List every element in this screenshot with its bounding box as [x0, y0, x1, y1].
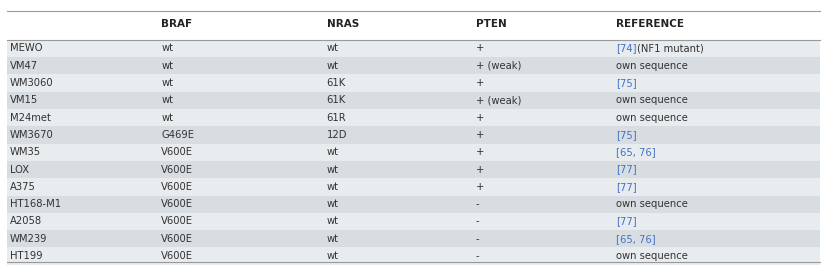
Bar [7, 144, 820, 161]
Text: +: + [476, 165, 484, 174]
Text: +: + [476, 43, 484, 53]
Bar [7, 126, 820, 144]
Bar [7, 161, 820, 178]
Text: BRAF: BRAF [161, 19, 193, 29]
Bar [7, 195, 820, 213]
Text: V600E: V600E [161, 199, 194, 209]
Text: +: + [476, 147, 484, 157]
Text: + (weak): + (weak) [476, 61, 521, 71]
Bar [7, 178, 820, 195]
Text: WM239: WM239 [10, 234, 47, 244]
Text: own sequence: own sequence [616, 112, 688, 123]
Text: -: - [476, 216, 479, 227]
Text: wt: wt [161, 78, 174, 88]
Bar [7, 74, 820, 91]
Text: [75]: [75] [616, 130, 637, 140]
Text: [75]: [75] [616, 78, 637, 88]
Text: wt: wt [327, 234, 339, 244]
Text: 61R: 61R [327, 112, 347, 123]
Text: [77]: [77] [616, 216, 637, 227]
Text: wt: wt [161, 61, 174, 71]
Text: wt: wt [327, 43, 339, 53]
Text: [65, 76]: [65, 76] [616, 234, 656, 244]
Text: V600E: V600E [161, 182, 194, 192]
Text: + (weak): + (weak) [476, 95, 521, 105]
Bar [7, 230, 820, 248]
Text: 12D: 12D [327, 130, 347, 140]
Text: -: - [476, 251, 479, 261]
Text: A2058: A2058 [10, 216, 42, 227]
Text: [77]: [77] [616, 165, 637, 174]
Text: (NF1 mutant): (NF1 mutant) [637, 43, 704, 53]
Text: WM3060: WM3060 [10, 78, 54, 88]
Text: WM35: WM35 [10, 147, 41, 157]
Text: wt: wt [327, 165, 339, 174]
Text: A375: A375 [10, 182, 36, 192]
Text: V600E: V600E [161, 165, 194, 174]
Text: V600E: V600E [161, 216, 194, 227]
Text: G469E: G469E [161, 130, 194, 140]
Text: VM15: VM15 [10, 95, 38, 105]
Text: LOX: LOX [10, 165, 29, 174]
Text: wt: wt [327, 199, 339, 209]
Text: HT199: HT199 [10, 251, 42, 261]
Text: -: - [476, 199, 479, 209]
Text: VM47: VM47 [10, 61, 38, 71]
Text: own sequence: own sequence [616, 61, 688, 71]
Text: wt: wt [327, 61, 339, 71]
Text: +: + [476, 112, 484, 123]
Text: [77]: [77] [616, 182, 637, 192]
Bar [7, 213, 820, 230]
Text: wt: wt [161, 112, 174, 123]
Text: wt: wt [327, 216, 339, 227]
Text: MEWO: MEWO [10, 43, 42, 53]
Text: wt: wt [161, 95, 174, 105]
Text: NRAS: NRAS [327, 19, 359, 29]
Text: V600E: V600E [161, 234, 194, 244]
Text: own sequence: own sequence [616, 95, 688, 105]
Text: [65, 76]: [65, 76] [616, 147, 656, 157]
Text: wt: wt [161, 43, 174, 53]
Text: WM3670: WM3670 [10, 130, 54, 140]
Text: -: - [476, 234, 479, 244]
Text: +: + [476, 182, 484, 192]
Bar [7, 57, 820, 74]
Text: V600E: V600E [161, 147, 194, 157]
Text: own sequence: own sequence [616, 199, 688, 209]
Text: 61K: 61K [327, 78, 346, 88]
Text: [74]: [74] [616, 43, 637, 53]
Bar [7, 91, 820, 109]
Text: V600E: V600E [161, 251, 194, 261]
Text: wt: wt [327, 182, 339, 192]
Text: wt: wt [327, 251, 339, 261]
Bar [7, 40, 820, 57]
Text: wt: wt [327, 147, 339, 157]
Text: M24met: M24met [10, 112, 50, 123]
Text: 61K: 61K [327, 95, 346, 105]
Text: +: + [476, 78, 484, 88]
Text: own sequence: own sequence [616, 251, 688, 261]
Text: +: + [476, 130, 484, 140]
Text: PTEN: PTEN [476, 19, 506, 29]
Text: REFERENCE: REFERENCE [616, 19, 684, 29]
Text: HT168-M1: HT168-M1 [10, 199, 61, 209]
Bar [7, 248, 820, 265]
Bar [7, 109, 820, 126]
